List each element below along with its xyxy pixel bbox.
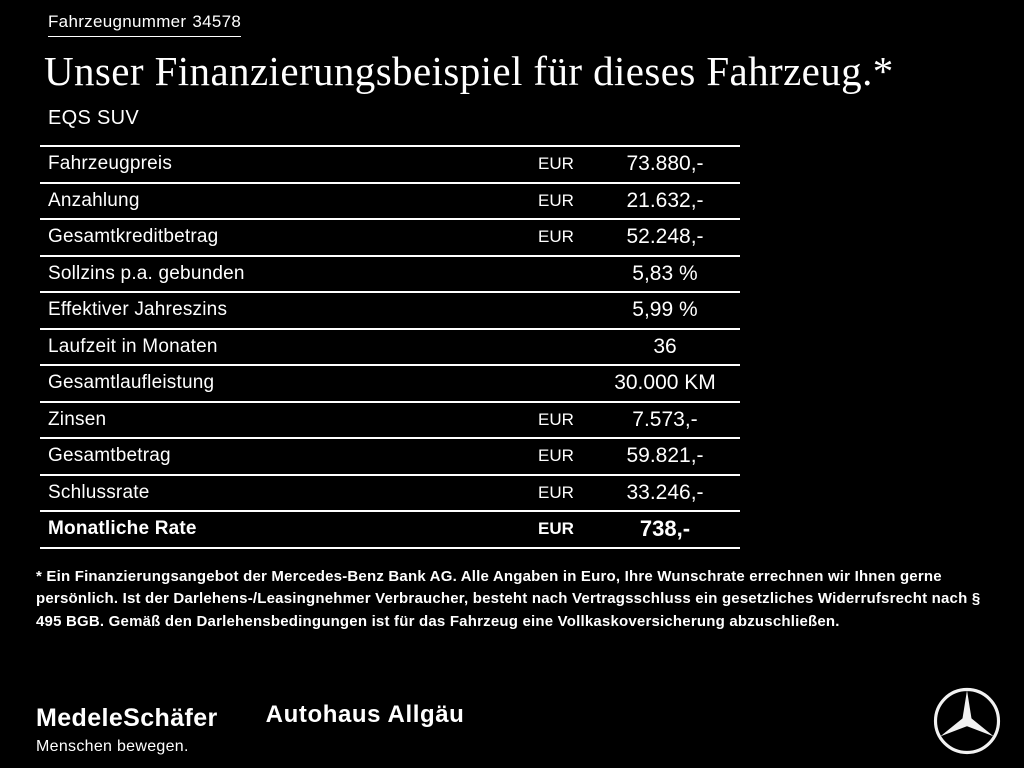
row-label: Gesamtbetrag	[48, 445, 171, 467]
row-value: 52.248,-	[626, 225, 704, 249]
page-title: Unser Finanzierungsbeispiel für dieses F…	[44, 48, 894, 94]
table-row: Zinsen EUR 7.573,-	[40, 400, 740, 438]
table-row: Anzahlung EUR 21.632,-	[40, 181, 740, 219]
table-row: Effektiver Jahreszins 5,99 %	[40, 291, 740, 328]
table-row: Schlussrate EUR 33.246,-	[40, 473, 740, 511]
row-currency: EUR	[538, 519, 574, 539]
dealer-logo-autohaus-allgaeu: Autohaus Allgäu	[265, 701, 465, 728]
row-label: Gesamtkreditbetrag	[48, 226, 219, 248]
row-currency: EUR	[538, 227, 574, 247]
table-row: Sollzins p.a. gebunden 5,83 %	[40, 254, 740, 292]
row-value: 36	[653, 334, 677, 358]
dealer-logo-medeleschaefer: MedeleSchäfer Menschen bewegen.	[36, 704, 218, 756]
row-label: Effektiver Jahreszins	[48, 299, 228, 321]
row-value: 5,83 %	[632, 261, 698, 285]
row-label: Laufzeit in Monaten	[48, 335, 218, 357]
row-currency: EUR	[538, 446, 574, 466]
dealer-tagline: Menschen bewegen.	[36, 738, 189, 755]
table-row: Fahrzeugpreis EUR 73.880,-	[40, 145, 740, 182]
page-footer: MedeleSchäfer Menschen bewegen. Autohaus…	[36, 686, 1002, 756]
row-currency: EUR	[538, 482, 574, 502]
row-value: 30.000 KM	[614, 371, 716, 395]
row-label: Fahrzeugpreis	[48, 153, 173, 175]
table-row: Gesamtkreditbetrag EUR 52.248,-	[40, 218, 740, 255]
row-value: 738,-	[639, 516, 691, 542]
row-value: 21.632,-	[626, 188, 704, 212]
page-header: Fahrzeugnummer 34578 Unser Finanzierungsb…	[0, 0, 1024, 130]
row-currency: EUR	[538, 154, 574, 174]
row-value: 5,99 %	[632, 298, 698, 322]
row-label: Sollzins p.a. gebunden	[48, 262, 245, 284]
row-label: Zinsen	[48, 408, 107, 430]
vehicle-model: EQS SUV	[48, 107, 140, 129]
dealer-name: MedeleSchäfer	[36, 704, 218, 732]
table-row: Gesamtbetrag EUR 59.821,-	[40, 437, 740, 474]
row-currency: EUR	[538, 409, 574, 429]
row-value: 73.880,-	[626, 152, 704, 176]
table-row: Gesamtlaufleistung 30.000 KM	[40, 364, 740, 401]
vehicle-number: Fahrzeugnummer 34578	[48, 12, 242, 37]
footnote: * Ein Finanzierungsangebot der Mercedes-…	[36, 567, 981, 630]
row-label: Monatliche Rate	[48, 518, 197, 540]
financing-table: Fahrzeugpreis EUR 73.880,- Anzahlung EUR…	[40, 145, 740, 549]
row-label: Gesamtlaufleistung	[48, 372, 215, 394]
table-row: Laufzeit in Monaten 36	[40, 327, 740, 365]
row-currency: EUR	[538, 190, 574, 210]
table-row: Monatliche Rate EUR 738,-	[40, 510, 740, 547]
vehicle-number-label: Fahrzeugnummer	[48, 12, 187, 31]
row-value: 33.246,-	[626, 480, 704, 504]
mercedes-star-icon	[933, 687, 1001, 755]
row-label: Anzahlung	[48, 189, 140, 211]
row-value: 7.573,-	[632, 407, 698, 431]
row-value: 59.821,-	[626, 444, 704, 468]
row-label: Schlussrate	[48, 481, 150, 503]
vehicle-number-value: 34578	[192, 12, 242, 31]
